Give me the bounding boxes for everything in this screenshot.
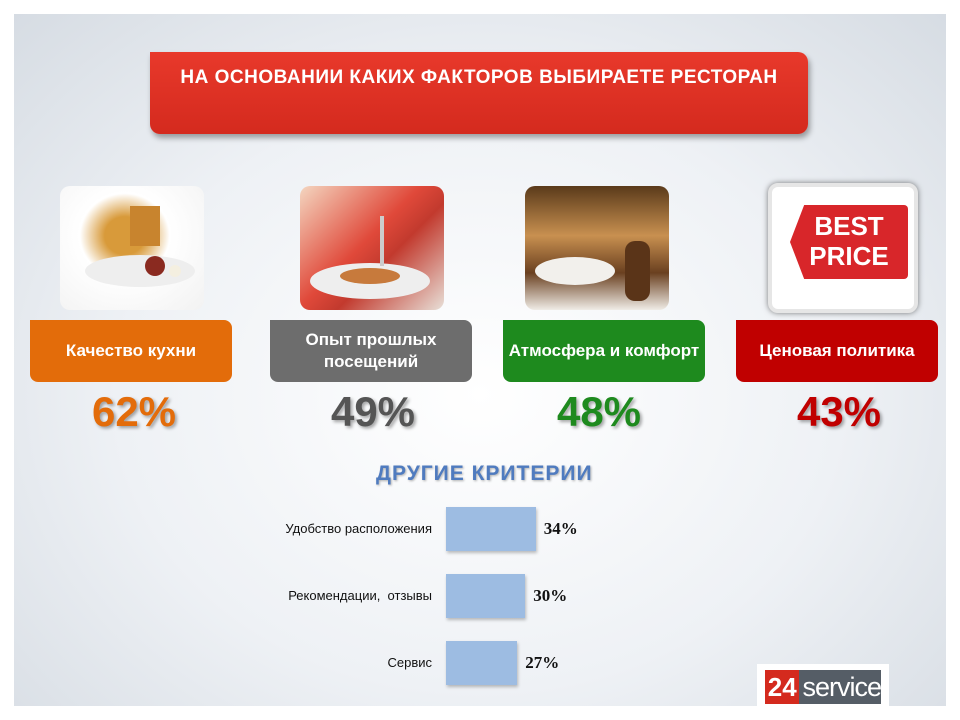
restaurant-interior-photo <box>525 186 669 310</box>
bar-category-label: Удобство расположения <box>285 521 432 536</box>
factor-label-cuisine: Качество кухни <box>30 320 232 382</box>
factor-label-atmosphere: Атмосфера и комфорт <box>503 320 705 382</box>
bar-category-label: Рекомендации, отзывы <box>288 588 432 603</box>
diner-photo <box>300 186 444 310</box>
factor-label-price: Ценовая политика <box>736 320 938 382</box>
bar-value-label: 34% <box>543 519 578 538</box>
bar-category-label: Сервис <box>387 655 432 670</box>
best-price-text: BEST PRICE <box>790 205 908 279</box>
best-price-tag-photo: BEST PRICE <box>768 183 918 313</box>
factor-value-atmosphere: 48% <box>556 388 642 435</box>
factor-value-experience: 49% <box>330 388 416 435</box>
bar <box>446 507 536 551</box>
bar <box>446 574 526 618</box>
bar <box>446 641 518 685</box>
factor-value-price: 43% <box>796 388 882 435</box>
logo-24service: 24 service <box>757 664 889 710</box>
factor-value-cuisine: 62% <box>91 388 177 435</box>
bar-value-label: 30% <box>533 586 568 605</box>
chart-title: ДРУГИЕ КРИТЕРИИ <box>376 462 593 485</box>
page-title: НА ОСНОВАНИИ КАКИХ ФАКТОРОВ ВЫБИРАЕТЕ РЕ… <box>150 52 808 134</box>
food-dish-photo <box>60 186 204 310</box>
factor-label-experience: Опыт прошлых посещений <box>270 320 472 382</box>
bar-value-label: 27% <box>525 653 560 672</box>
